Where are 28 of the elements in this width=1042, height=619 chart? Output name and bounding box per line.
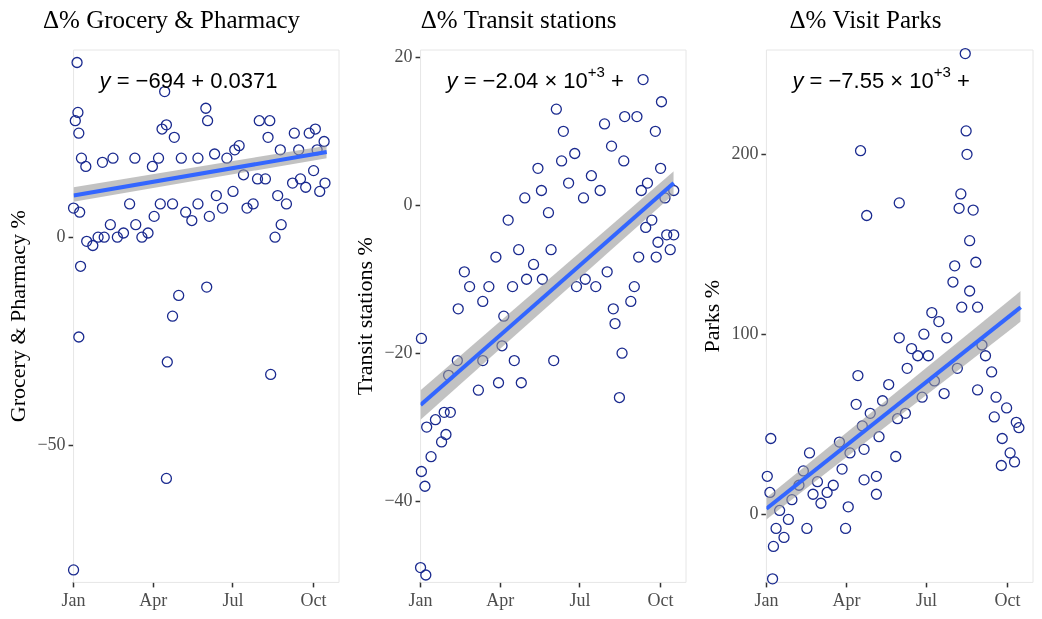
x-tick-label: Jul xyxy=(916,589,938,610)
y-axis-title: Grocery & Pharmacy % xyxy=(4,210,30,423)
y-axis-title: Parks % xyxy=(698,279,724,353)
annotation: y = −694 + 0.0371 xyxy=(97,68,278,94)
chart-title: Δ% Grocery & Pharmacy xyxy=(43,5,301,33)
x-tick-label: Apr xyxy=(832,589,861,610)
x-tick-label: Jan xyxy=(408,589,433,610)
x-tick-label: Apr xyxy=(139,589,168,610)
x-tick-label: Jan xyxy=(61,589,86,610)
chart-title: Δ% Visit Parks xyxy=(789,5,942,33)
y-tick-label: 200 xyxy=(731,143,759,164)
y-tick-label: −20 xyxy=(384,341,413,362)
x-tick-label: Jul xyxy=(569,589,591,610)
x-tick-label: Jul xyxy=(222,589,244,610)
y-tick-label: 0 xyxy=(56,225,66,246)
chart-title: Δ% Transit stations xyxy=(420,5,617,33)
x-tick-label: Oct xyxy=(300,589,327,610)
y-tick-label: 0 xyxy=(403,194,413,215)
y-tick-label: 0 xyxy=(749,502,759,523)
x-tick-label: Oct xyxy=(647,589,674,610)
y-axis-title: Transit stations % xyxy=(351,237,377,396)
x-tick-label: Oct xyxy=(994,589,1021,610)
y-tick-label: −40 xyxy=(384,489,413,510)
y-tick-label: 20 xyxy=(394,46,413,67)
x-tick-label: Jan xyxy=(754,589,779,610)
y-tick-label: 100 xyxy=(731,322,759,343)
y-tick-label: −50 xyxy=(37,433,66,454)
x-tick-label: Apr xyxy=(486,589,515,610)
